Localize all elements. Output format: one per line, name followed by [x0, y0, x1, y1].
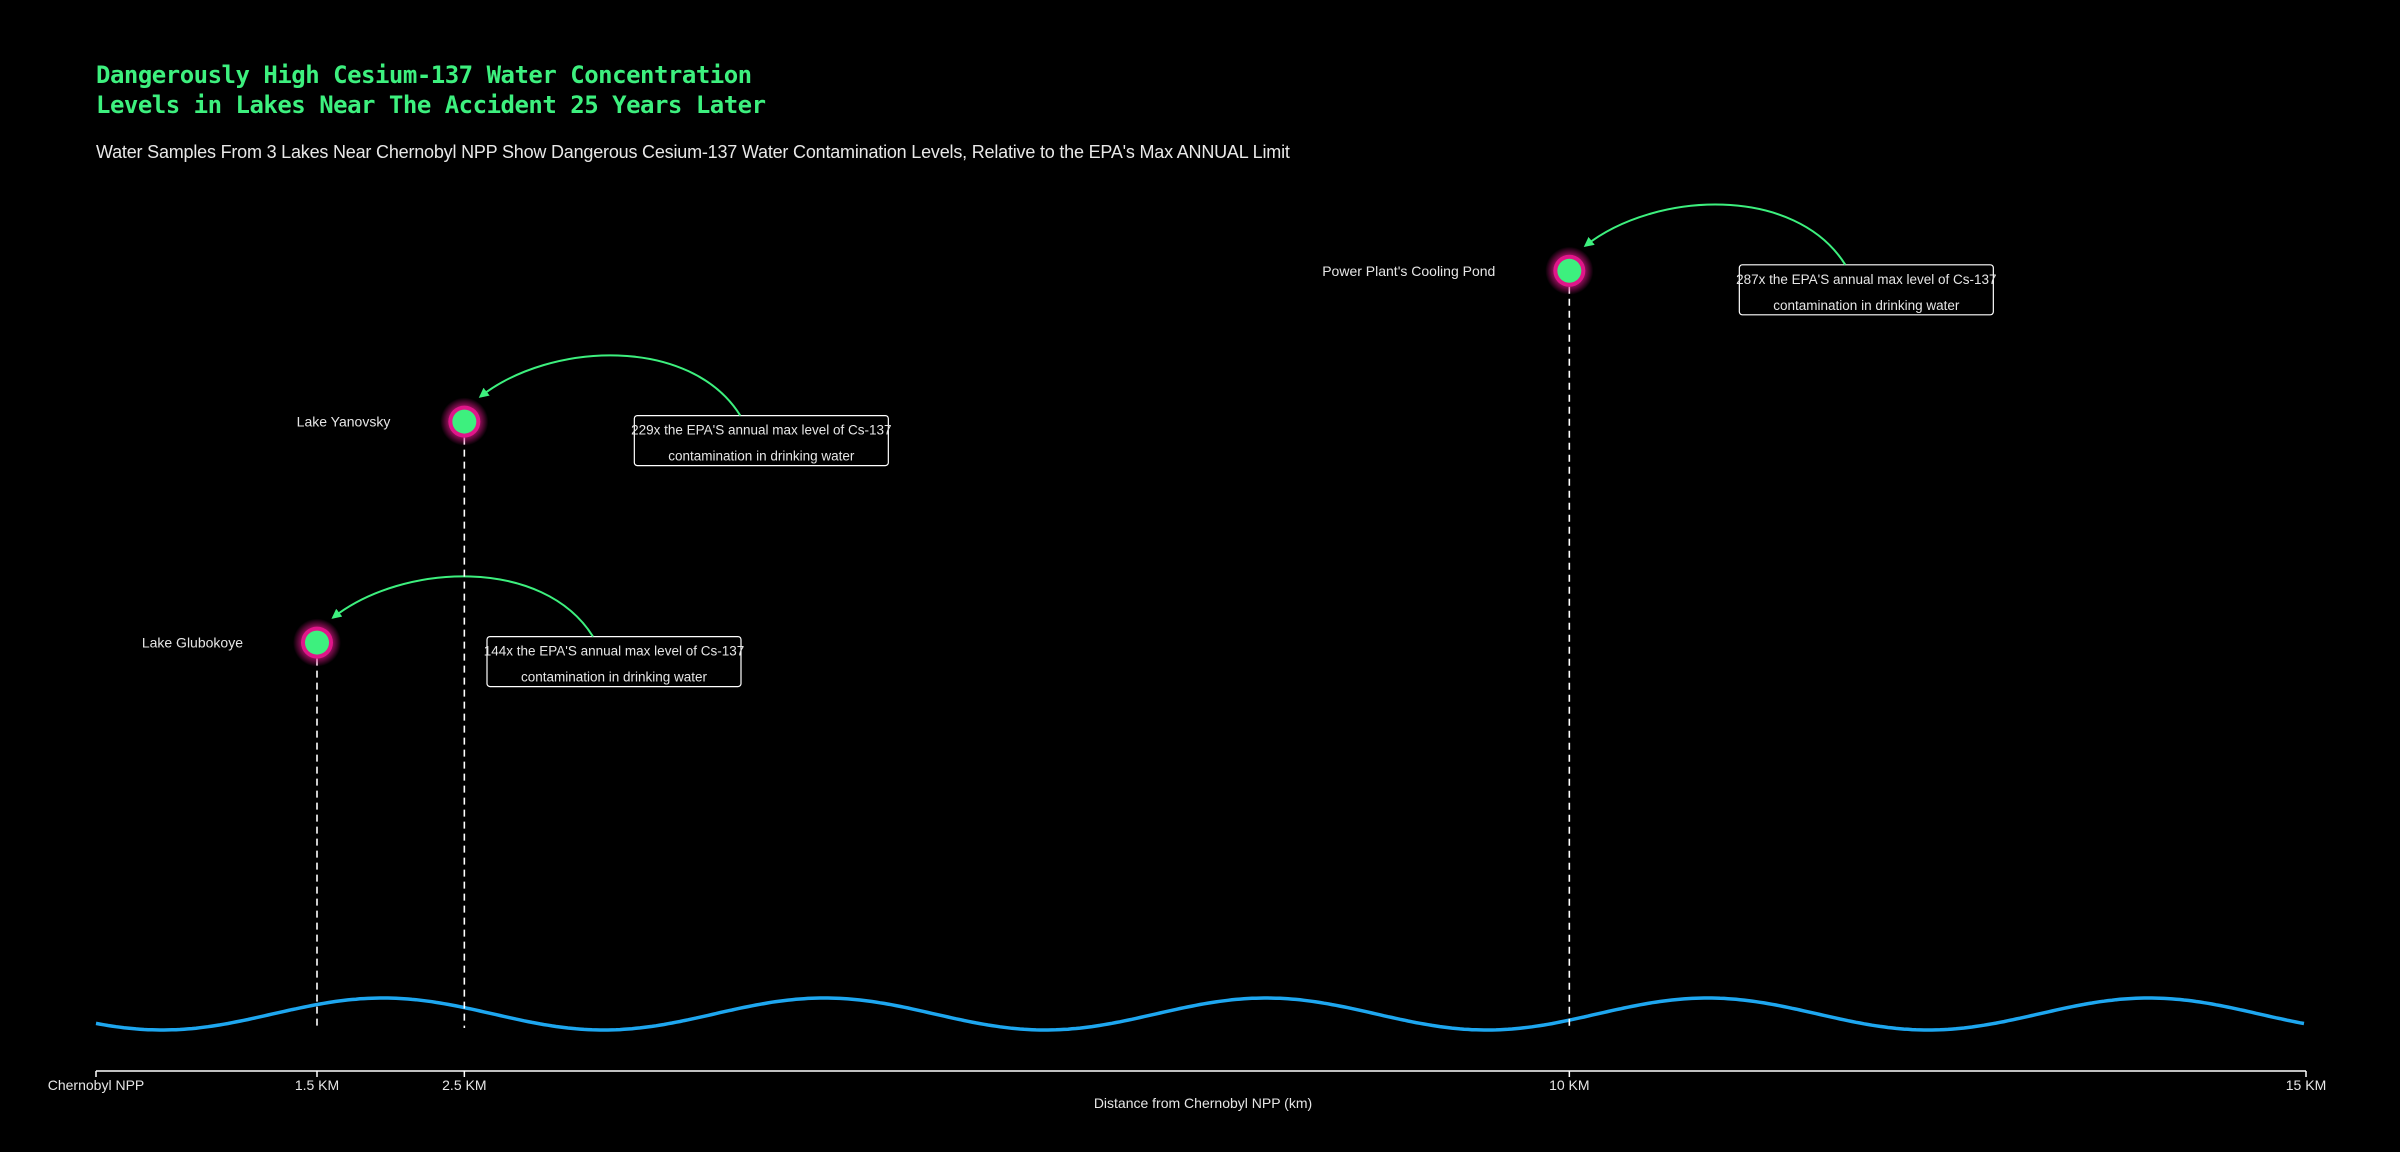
chart-title-line-2: Levels in Lakes Near The Accident 25 Yea… [96, 91, 766, 119]
annotation-text: contamination in drinking water [1773, 298, 1960, 313]
annotation-text: contamination in drinking water [521, 670, 708, 685]
x-tick-label: 10 KM [1549, 1077, 1589, 1093]
annotation-text: 229x the EPA'S annual max level of Cs-13… [631, 423, 891, 438]
chart-title: Dangerously High Cesium-137 Water Concen… [96, 60, 766, 120]
annotation-box [1738, 264, 1994, 316]
data-point [305, 630, 329, 655]
annotation-arrow [1583, 203, 1847, 266]
annotation-box [633, 415, 889, 467]
annotation-box [486, 635, 742, 688]
x-tick-label: 1.5 KM [295, 1077, 339, 1093]
data-point [1557, 258, 1582, 283]
annotation-text: contamination in drinking water [668, 449, 855, 464]
x-tick-label: 15 KM [2286, 1077, 2326, 1093]
x-tick-label: Chernobyl NPP [48, 1077, 145, 1093]
annotation-arrow [478, 354, 742, 417]
water-wave-line [95, 996, 2305, 1032]
x-axis-title: Distance from Chernobyl NPP (km) [1094, 1095, 1312, 1111]
annotation-arrow [331, 575, 594, 638]
annotation-text: 287x the EPA'S annual max level of Cs-13… [1736, 272, 1996, 287]
x-tick-label: 2.5 KM [442, 1077, 486, 1093]
point-name-label: Power Plant's Cooling Pond [1322, 263, 1495, 279]
point-name-label: Lake Glubokoye [142, 635, 243, 651]
data-point [452, 409, 477, 434]
annotation-text: 144x the EPA'S annual max level of Cs-13… [484, 644, 744, 659]
chart-subtitle: Water Samples From 3 Lakes Near Chernoby… [96, 142, 1290, 162]
point-name-label: Lake Yanovsky [297, 414, 391, 430]
chart-title-line-1: Dangerously High Cesium-137 Water Concen… [96, 61, 752, 89]
